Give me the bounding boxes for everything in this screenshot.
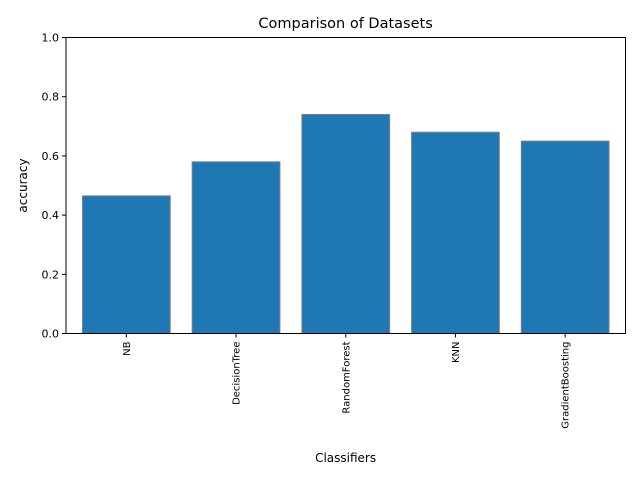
y-tick-label: 0.2 <box>42 268 60 281</box>
y-tick-label: 0.8 <box>42 91 60 104</box>
bar-gradientboosting <box>520 140 610 334</box>
y-tick-label: 0.6 <box>42 150 60 163</box>
x-tick-label: GradientBoosting <box>561 342 572 429</box>
y-axis: 0.0 0.2 0.4 0.6 0.8 1.0 <box>42 32 66 341</box>
bar-knn <box>411 131 500 334</box>
chart-title: Comparison of Datasets <box>258 16 432 32</box>
x-axis: NB DecisionTree RandomForest KNN GradientBoo… <box>122 333 572 429</box>
bar-decisiontree <box>191 161 281 334</box>
x-tick-label: NB <box>122 341 133 355</box>
x-tick-label: DecisionTree <box>232 342 243 405</box>
y-tick-label: 0.0 <box>42 328 60 341</box>
x-axis-label: Classifiers <box>315 451 376 465</box>
y-tick-label: 0.4 <box>42 209 60 222</box>
bars-group <box>81 113 610 334</box>
y-tick-label: 1.0 <box>42 32 60 45</box>
x-tick-label: RandomForest <box>341 341 352 413</box>
plot-frame <box>65 37 626 334</box>
y-axis-label: accuracy <box>16 158 30 212</box>
bar-nb <box>81 195 171 334</box>
bar-randomforest <box>301 113 391 334</box>
x-tick-label: KNN <box>451 342 462 364</box>
